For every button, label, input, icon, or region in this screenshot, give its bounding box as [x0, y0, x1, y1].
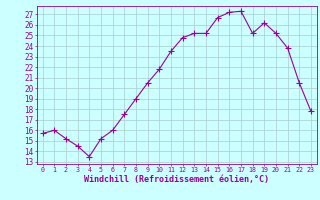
- X-axis label: Windchill (Refroidissement éolien,°C): Windchill (Refroidissement éolien,°C): [84, 175, 269, 184]
